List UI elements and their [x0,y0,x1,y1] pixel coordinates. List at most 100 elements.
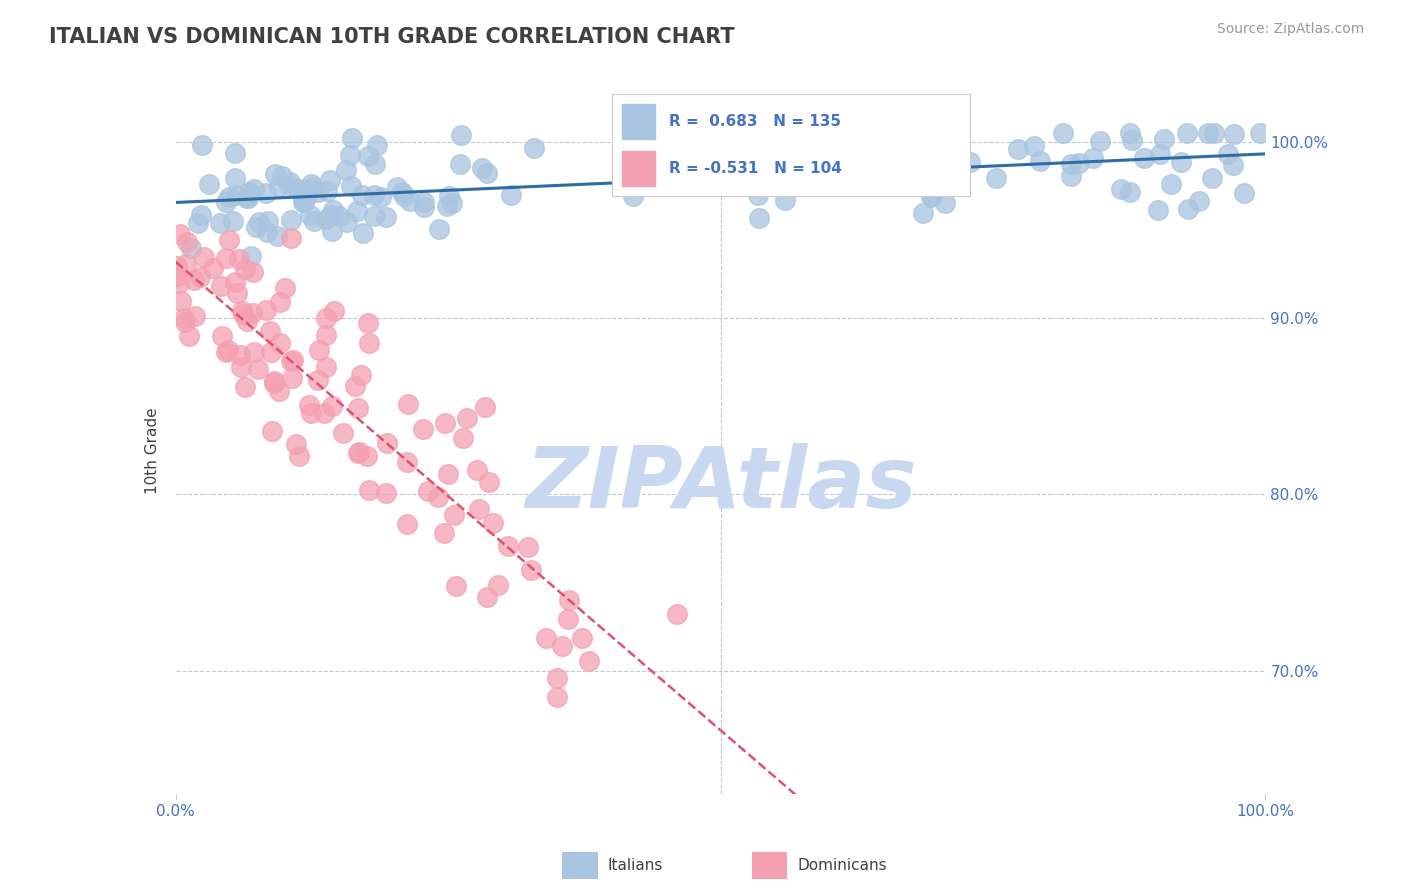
Text: Source: ZipAtlas.com: Source: ZipAtlas.com [1216,22,1364,37]
Point [347,445,370,459]
Text: R = -0.531   N = 104: R = -0.531 N = 104 [669,161,842,176]
Point [426,490,449,504]
Point [225,187,247,202]
Point [449,157,471,171]
Point [188,269,211,284]
Point [215,345,238,359]
Point [323,304,346,318]
Point [806,146,828,161]
Point [477,590,499,604]
Point [433,526,456,541]
Point [321,399,343,413]
Point [176,257,198,271]
Point [228,252,250,266]
Point [1160,177,1182,191]
Point [546,671,568,685]
Point [243,344,266,359]
Point [364,156,387,170]
Point [883,127,905,141]
Point [315,184,337,198]
Point [202,260,225,275]
Point [356,149,378,163]
Point [1109,182,1132,196]
Point [269,336,291,351]
Point [437,189,460,203]
Point [1233,186,1256,200]
Point [482,516,505,530]
Point [346,401,368,415]
Point [191,137,214,152]
Point [238,185,260,199]
Point [468,502,491,516]
Point [209,279,232,293]
Point [259,324,281,338]
Point [231,304,253,318]
Point [546,690,568,704]
Point [263,376,285,390]
Point [269,294,291,309]
Point [315,310,337,325]
Point [270,169,292,183]
Point [984,170,1007,185]
Point [765,127,787,141]
Point [342,131,364,145]
Point [256,214,278,228]
Point [187,216,209,230]
Point [224,171,246,186]
Point [224,145,246,160]
Point [239,249,262,263]
Point [1249,127,1271,141]
Point [266,229,288,244]
Point [557,612,579,626]
Point [747,188,769,202]
Point [184,310,207,324]
Point [263,167,285,181]
Point [173,315,195,329]
Point [211,329,233,343]
Point [180,242,202,256]
Point [269,178,291,193]
Point [260,344,283,359]
Point [218,190,240,204]
Point [245,219,267,234]
Point [773,193,796,207]
Point [260,424,283,438]
Point [173,311,195,326]
Point [516,540,538,554]
Point [170,293,193,308]
Point [412,422,434,436]
Point [478,475,501,490]
Point [387,179,409,194]
Point [471,161,494,175]
Point [176,235,198,249]
Point [298,208,321,222]
Point [283,353,305,368]
Point [1052,127,1074,141]
Point [1188,194,1211,208]
Point [418,483,440,498]
Point [229,360,252,375]
Point [254,186,277,201]
Point [498,539,520,553]
Point [359,335,381,350]
Point [307,185,329,199]
Point [332,426,354,441]
Bar [623,151,655,186]
Point [263,374,285,388]
Point [242,264,264,278]
Point [308,343,330,357]
Point [912,205,935,219]
Point [1198,127,1220,141]
Point [247,362,270,376]
Point [169,227,191,242]
Point [302,179,325,194]
Point [799,133,821,147]
Point [256,225,278,239]
Point [299,406,322,420]
Point [232,307,254,321]
Point [523,140,546,154]
Point [235,191,257,205]
Text: Italians: Italians [607,858,662,872]
Point [863,127,886,141]
Point [475,166,498,180]
